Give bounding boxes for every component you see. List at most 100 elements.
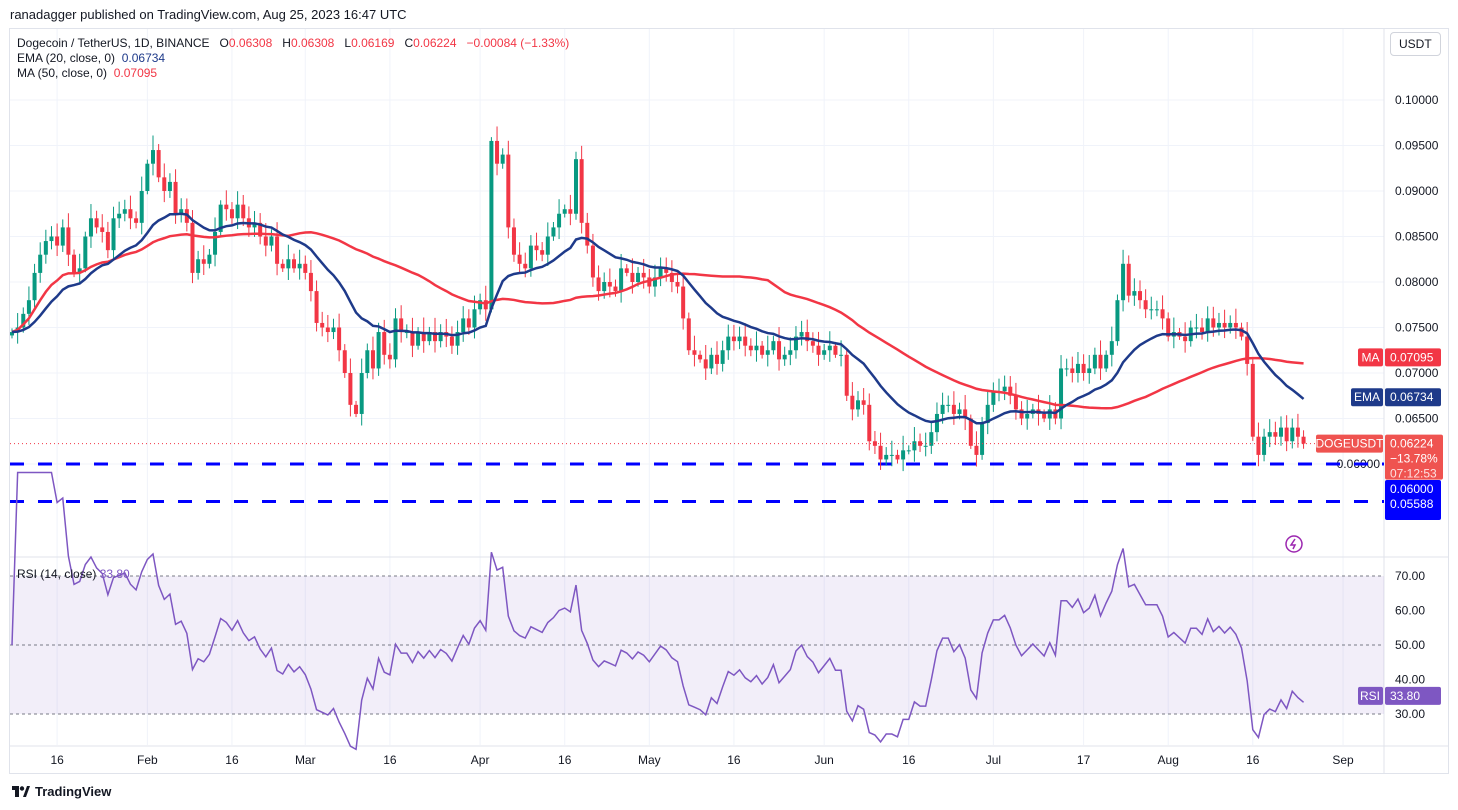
candle-body xyxy=(1143,300,1148,310)
candle-body xyxy=(946,404,951,406)
candle xyxy=(66,213,71,267)
candle-body xyxy=(224,204,229,210)
candle-body xyxy=(511,227,516,255)
time-tick-label: May xyxy=(638,753,661,767)
candle-body xyxy=(602,282,607,292)
candle-body xyxy=(1301,436,1306,444)
candle xyxy=(455,320,460,355)
candle-body xyxy=(10,332,14,336)
candle-body xyxy=(1019,409,1024,419)
candle-body xyxy=(1290,427,1295,442)
candle-body xyxy=(466,318,471,328)
rsi-label[interactable]: RSI (14, close) xyxy=(17,567,97,581)
candle-body xyxy=(399,318,404,333)
candle-body xyxy=(196,259,201,273)
currency-button[interactable]: USDT xyxy=(1390,32,1441,56)
candle xyxy=(466,309,471,335)
candle-body xyxy=(1104,354,1109,369)
candle xyxy=(669,260,674,293)
candle-body xyxy=(664,268,669,273)
candle-body xyxy=(1211,318,1216,328)
candle xyxy=(765,335,770,367)
candle-body xyxy=(128,209,133,219)
candle-body xyxy=(1008,386,1013,396)
candle xyxy=(100,214,105,243)
candle xyxy=(376,322,381,376)
candle-body xyxy=(472,309,477,328)
ma-legend-value: 0.07095 xyxy=(113,66,158,80)
candle-body xyxy=(218,204,223,232)
candle xyxy=(1262,428,1267,462)
time-tick-label: 16 xyxy=(727,753,741,767)
candle-body xyxy=(709,354,714,369)
candle-body xyxy=(105,231,110,251)
candle xyxy=(246,206,251,237)
open-label: O xyxy=(219,36,229,50)
candle-body xyxy=(1047,409,1052,419)
candle-body xyxy=(1070,368,1075,373)
candle-body xyxy=(1183,336,1188,342)
candle-body xyxy=(652,277,657,287)
candle xyxy=(325,314,330,343)
candle-body xyxy=(1098,354,1103,369)
candle-body xyxy=(1216,322,1221,328)
candle-body xyxy=(585,222,590,246)
candle xyxy=(105,221,110,259)
candle xyxy=(122,199,127,222)
candle xyxy=(895,449,900,464)
candle-body xyxy=(596,277,601,292)
candle-body xyxy=(229,209,234,219)
candle xyxy=(1222,309,1227,339)
candle xyxy=(856,391,860,417)
candle xyxy=(720,340,725,372)
ema-tag-bg xyxy=(1351,388,1383,407)
candle-body xyxy=(376,332,381,369)
candle xyxy=(111,206,116,260)
candle-body xyxy=(156,150,161,178)
candle xyxy=(664,257,669,282)
candle-body xyxy=(867,404,872,442)
candle-body xyxy=(619,268,624,292)
candle xyxy=(297,249,302,280)
candle-body xyxy=(980,423,985,455)
candle xyxy=(737,326,742,350)
candle xyxy=(60,219,65,252)
candle xyxy=(1256,422,1261,467)
candle-body xyxy=(528,245,533,269)
candle xyxy=(827,331,832,362)
candle-body xyxy=(190,222,195,273)
candle-body xyxy=(901,450,906,460)
candle-body xyxy=(748,345,753,351)
ma-legend-label[interactable]: MA (50, close, 0) xyxy=(17,66,108,80)
candle-body xyxy=(895,454,900,460)
candle-body xyxy=(438,332,443,342)
candle xyxy=(884,447,889,466)
chart-legend: Dogecoin / TetherUS, 1D, BINANCE O0.0630… xyxy=(17,36,569,81)
candle xyxy=(585,212,590,254)
candle-body xyxy=(613,286,618,292)
candle-body xyxy=(1250,363,1255,437)
candle-body xyxy=(1064,368,1069,370)
candle xyxy=(1273,421,1278,446)
candle xyxy=(1126,255,1131,303)
candle-body xyxy=(963,409,968,419)
candle-body xyxy=(83,236,88,269)
candle-body xyxy=(365,350,370,373)
last-price-tag-bg xyxy=(1385,434,1443,480)
candle xyxy=(1121,249,1126,312)
rsi-line xyxy=(11,471,1305,751)
candle-body xyxy=(827,345,832,351)
candle xyxy=(534,232,539,261)
ema-legend-label[interactable]: EMA (20, close, 0) xyxy=(17,51,116,65)
candle xyxy=(190,210,195,284)
time-tick-label: Jun xyxy=(814,753,833,767)
tradingview-logo[interactable]: TradingView xyxy=(12,784,111,799)
candle-body xyxy=(207,254,212,264)
rsi-legend-value: 33.80 xyxy=(99,567,130,581)
candle xyxy=(348,358,353,417)
candle xyxy=(156,144,161,183)
candle xyxy=(760,341,765,359)
chart-frame[interactable] xyxy=(9,28,1449,774)
rsi-tick-label: 40.00 xyxy=(1395,673,1425,687)
